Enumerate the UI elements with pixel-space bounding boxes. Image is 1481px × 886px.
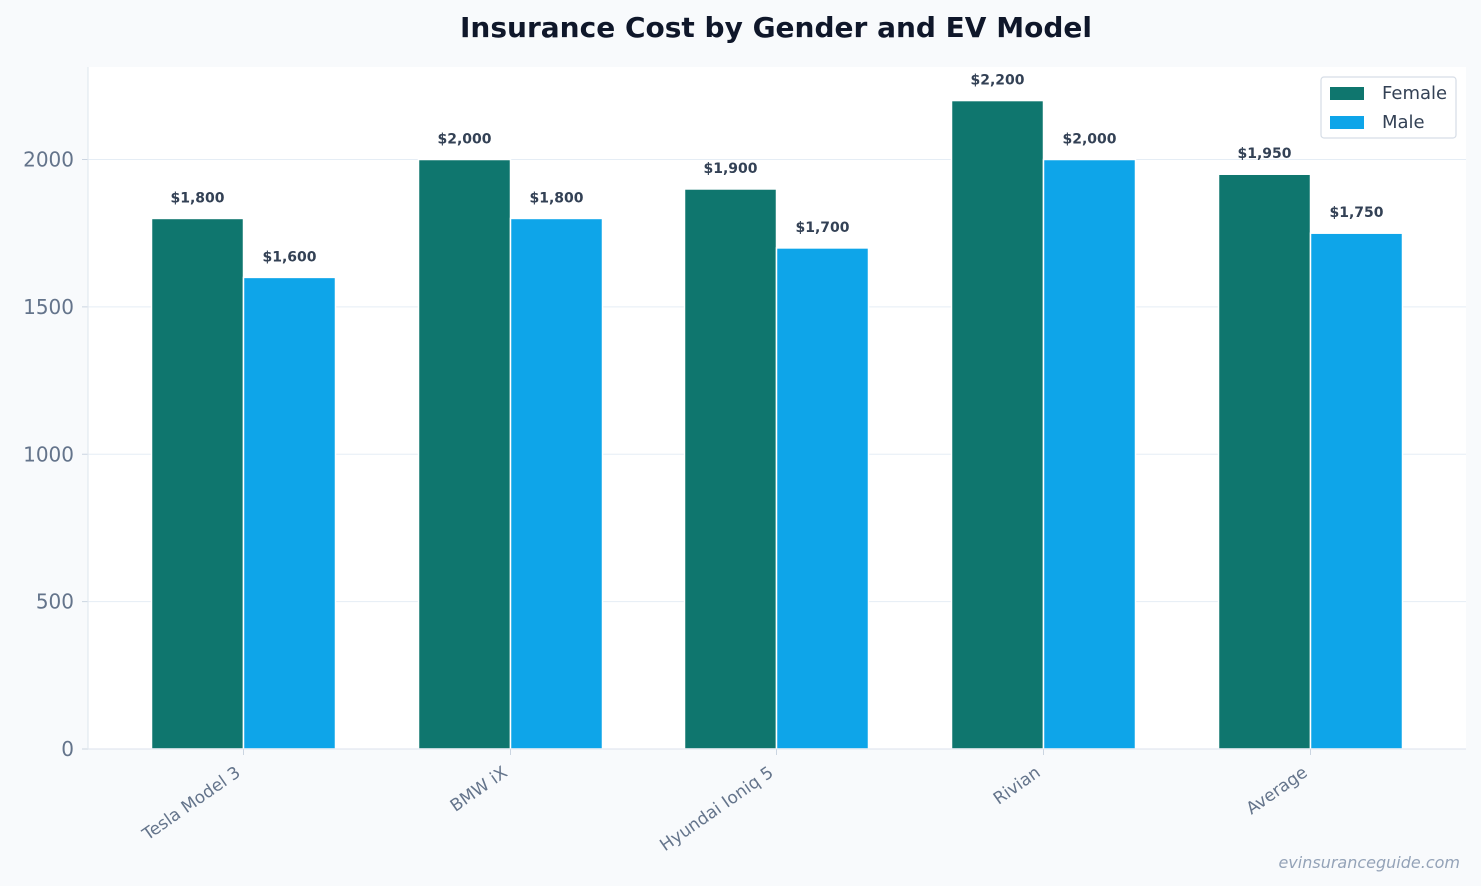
data-label: $2,000: [1062, 132, 1116, 148]
bar-male: [775, 247, 870, 750]
y-tick-label: 500: [36, 590, 74, 614]
bars: $1,800 $1,600 $2,000 $1,800 $1,900 $1,700 $2,2…: [150, 73, 1404, 750]
y-tick-label: 0: [61, 737, 74, 761]
data-label: $1,950: [1237, 146, 1291, 162]
bar-female: [417, 158, 512, 750]
data-label: $1,800: [170, 190, 224, 206]
bar-female: [1217, 173, 1312, 750]
data-label: $1,750: [1329, 205, 1383, 221]
data-label: $2,200: [970, 73, 1024, 89]
bar-female: [683, 188, 778, 750]
data-label: $1,700: [795, 220, 849, 236]
legend-label: Female: [1382, 83, 1447, 104]
legend-swatch-female: [1330, 87, 1364, 100]
data-label: $2,000: [437, 132, 491, 148]
data-label: $1,800: [529, 190, 583, 206]
data-label: $1,900: [703, 161, 757, 177]
data-label: $1,600: [262, 249, 316, 265]
y-tick-label: 2000: [23, 148, 74, 172]
watermark: evinsuranceguide.com: [1278, 853, 1460, 872]
legend: Female Male: [1320, 76, 1457, 139]
y-tick-label: 1000: [23, 442, 74, 466]
y-tick-label: 1500: [23, 295, 74, 319]
bar-male: [1309, 232, 1404, 750]
chart-title: Insurance Cost by Gender and EV Model: [460, 11, 1092, 44]
bar-female: [950, 99, 1045, 750]
bar-female: [150, 217, 245, 750]
bar-male: [1042, 158, 1137, 750]
bar-male: [509, 217, 604, 750]
bar-male: [242, 276, 337, 750]
legend-swatch-male: [1330, 116, 1364, 129]
legend-label: Male: [1382, 112, 1425, 133]
